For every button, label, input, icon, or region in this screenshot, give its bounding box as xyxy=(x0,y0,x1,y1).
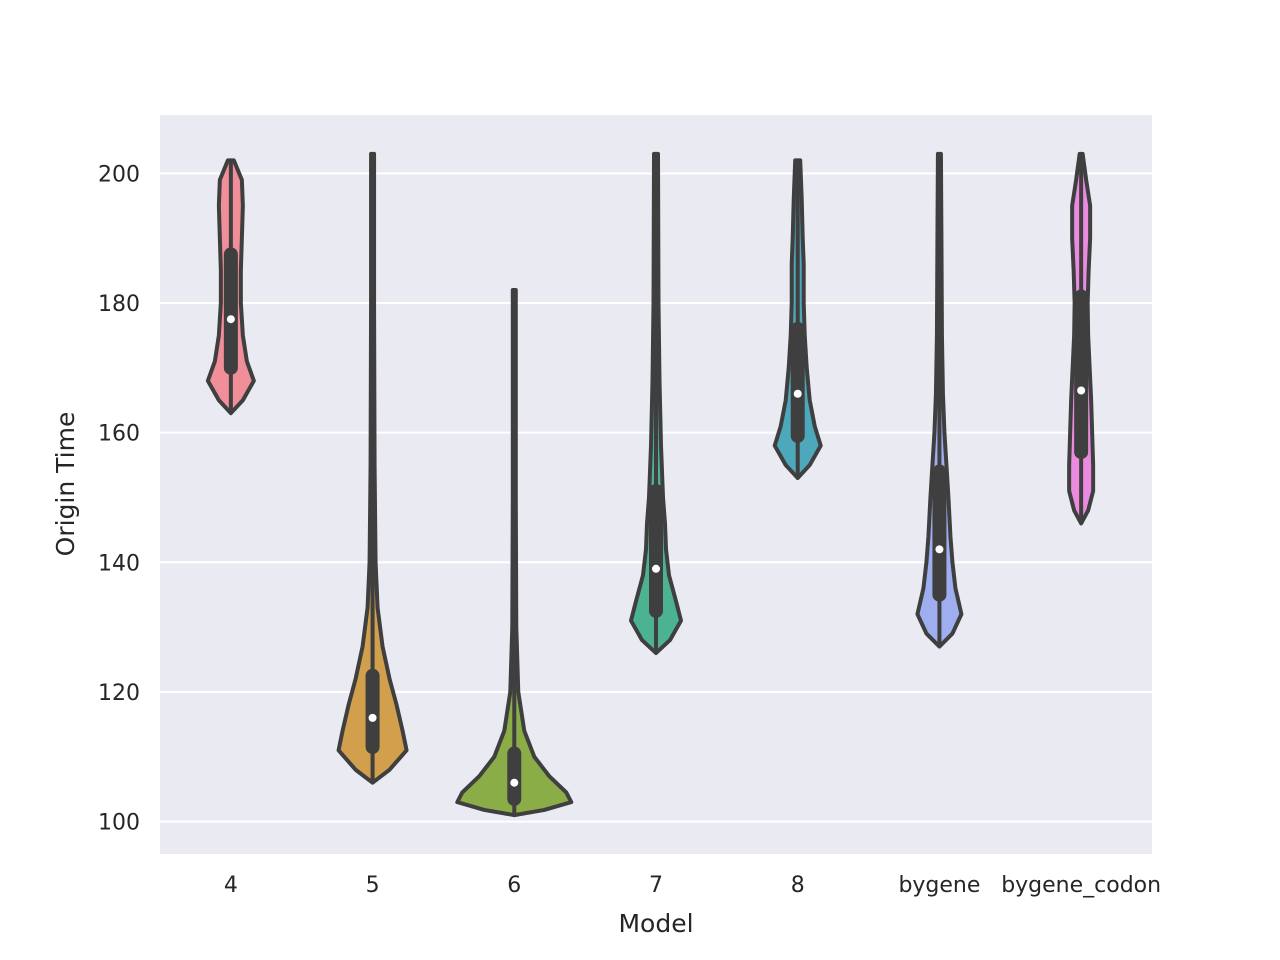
median-point-bygene-codon xyxy=(1077,386,1086,395)
x-tick-label-6: 6 xyxy=(507,873,521,898)
y-tick-labels: 100 120 140 160 180 200 xyxy=(98,162,140,835)
median-point-5 xyxy=(368,713,377,722)
violin-4 xyxy=(205,158,256,416)
violin-bygene xyxy=(915,151,964,649)
y-axis-label: Origin Time xyxy=(51,412,80,557)
violin-5 xyxy=(336,151,409,785)
y-tick-label-140: 140 xyxy=(98,551,140,576)
x-tick-label-4: 4 xyxy=(224,873,238,898)
violin-7 xyxy=(629,151,683,656)
violins xyxy=(205,151,1096,818)
x-tick-label-8: 8 xyxy=(791,873,805,898)
x-tick-labels: 4 5 6 7 8 bygene bygene_codon xyxy=(224,873,1161,898)
violin-6 xyxy=(455,288,574,818)
x-tick-label-7: 7 xyxy=(649,873,663,898)
y-tick-label-160: 160 xyxy=(98,422,140,447)
x-tick-label-5: 5 xyxy=(366,873,380,898)
y-tick-label-180: 180 xyxy=(98,292,140,317)
y-tick-label-200: 200 xyxy=(98,162,140,187)
median-point-6 xyxy=(510,778,519,787)
x-tick-label-bygene: bygene xyxy=(898,873,980,898)
x-axis-label: Model xyxy=(618,909,693,938)
x-tick-label-bygene-codon: bygene_codon xyxy=(1001,873,1161,898)
median-point-7 xyxy=(652,564,660,573)
median-point-4 xyxy=(226,315,235,324)
median-point-bygene xyxy=(935,545,944,554)
violin-bygene-codon xyxy=(1067,151,1096,526)
median-point-8 xyxy=(793,389,802,398)
y-tick-label-120: 120 xyxy=(98,681,140,706)
y-tick-label-100: 100 xyxy=(98,811,140,836)
violin-8 xyxy=(772,158,823,481)
